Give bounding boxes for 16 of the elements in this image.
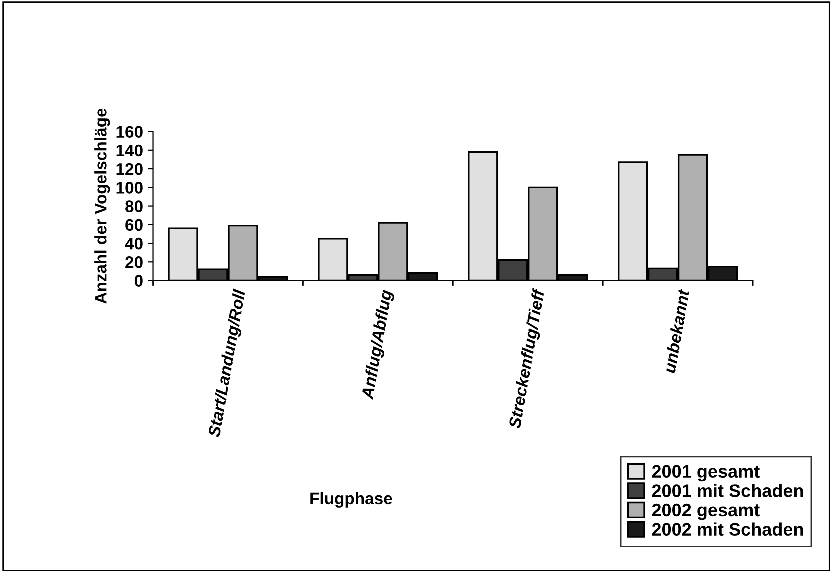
y-tick-label: 60	[126, 219, 143, 232]
y-tick-label: 140	[116, 144, 143, 157]
x-axis-title: Flugphase	[310, 492, 392, 508]
y-tick-label: 120	[116, 163, 143, 176]
y-tick-label: 20	[126, 256, 143, 268]
y-tick-label: 80	[126, 200, 143, 212]
y-tick-label: 0	[134, 275, 143, 287]
y-tick-label: 100	[116, 182, 143, 194]
legend-label: 2002 mit Schaden	[652, 522, 804, 536]
y-tick-label: 40	[125, 238, 143, 250]
legend-label: 2002 gesamt	[652, 504, 760, 520]
y-tick-label: 160	[116, 126, 143, 138]
legend-label: 2001 mit Schaden	[652, 484, 804, 498]
legend-label: 2001 gesamt	[652, 465, 760, 482]
y-axis-title: Anzahl der Vogelschläge	[94, 108, 110, 304]
x-tick-label: unbekannt	[663, 288, 690, 374]
